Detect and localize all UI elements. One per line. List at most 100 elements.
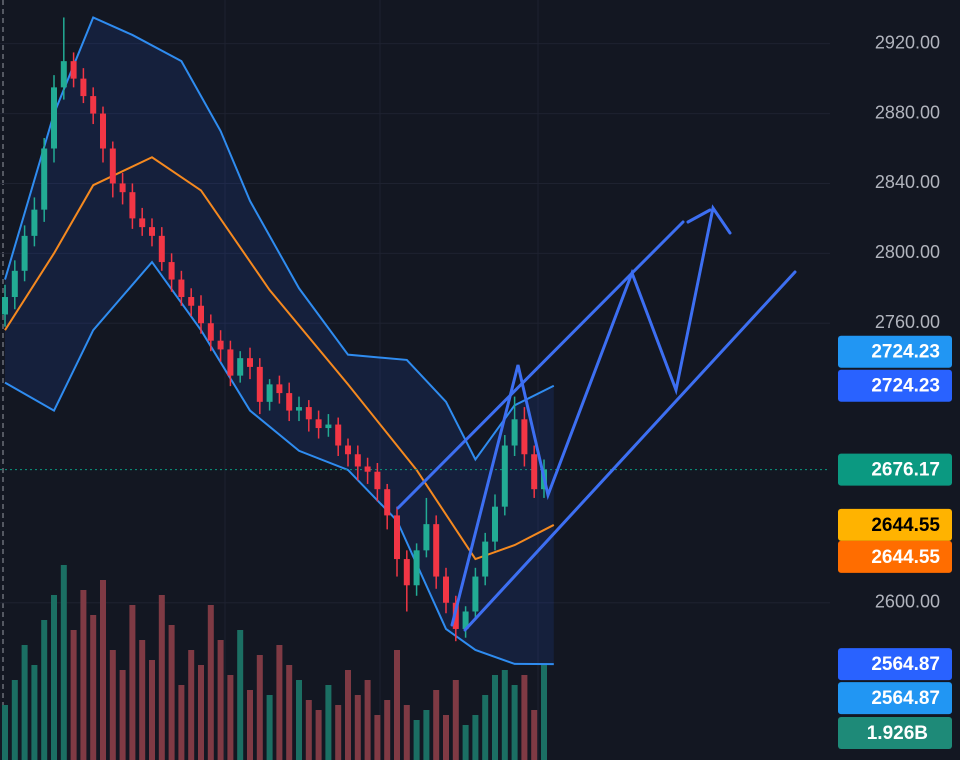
candle-body [276, 384, 283, 394]
y-tick-label: 2920.00 [875, 32, 940, 52]
volume-bar [198, 665, 204, 760]
candle-body [492, 506, 498, 542]
volume-bar [433, 690, 440, 760]
candle-body [482, 541, 489, 577]
band-fill [5, 17, 554, 665]
candle-body [266, 384, 273, 402]
volume-bar [335, 705, 342, 760]
volume-bar [11, 680, 18, 760]
volume-bar [168, 625, 175, 760]
price-badge [838, 540, 952, 573]
volume-bar [541, 663, 547, 760]
candle-body [80, 78, 87, 97]
y-tick-label: 2800.00 [875, 242, 940, 262]
candle-body [413, 550, 420, 586]
candle-body [100, 113, 106, 149]
candle-body [51, 87, 57, 149]
volume-bar [100, 580, 106, 760]
volume-bar [237, 630, 244, 760]
candle-body [247, 358, 253, 367]
volume-bar [325, 685, 332, 760]
y-tick-label: 2880.00 [875, 102, 940, 122]
volume-bar [384, 700, 391, 760]
volume-bar [443, 715, 449, 760]
candle-body [158, 235, 165, 263]
candle-body [374, 471, 381, 490]
volume-bar [227, 675, 234, 760]
volume-bar [315, 710, 322, 760]
volume-bar [521, 675, 528, 760]
volume-bar [266, 695, 273, 760]
volume-bar [247, 690, 253, 760]
candle-body [501, 445, 508, 507]
volume-bar [158, 595, 165, 760]
volume-bar [207, 605, 214, 760]
price-badge [838, 682, 952, 715]
volume-bar [482, 695, 489, 760]
candle-body [227, 349, 234, 376]
candle-layer [2, 17, 547, 642]
candle-body [2, 297, 8, 315]
volume-bar [51, 595, 57, 760]
candle-body [207, 323, 214, 341]
candle-body [60, 61, 67, 88]
price-badge-text: 2564.87 [871, 688, 940, 709]
volume-bar [492, 675, 498, 760]
candle-body [364, 466, 371, 472]
vertical-grid [224, 0, 539, 760]
volume-bar [139, 640, 146, 760]
line-layer [0, 16, 830, 666]
volume-bar [364, 680, 371, 760]
y-tick-label: 2600.00 [875, 592, 940, 612]
candle-body [335, 424, 342, 446]
volume-bar [119, 670, 126, 760]
volume-bar [2, 705, 8, 760]
price-badge-text: 2644.55 [871, 515, 940, 536]
volume-bar [462, 725, 469, 760]
axis-layer: 2600.00 2760.00 2800.00 2840.00 2880.00 2920.… [838, 32, 952, 749]
candle-body [188, 297, 195, 306]
volume-bar [70, 630, 77, 760]
candle-body [168, 262, 175, 280]
price-badge [838, 508, 952, 541]
candle-body [21, 235, 28, 271]
volume-bar [21, 645, 28, 760]
price-badge-text: 2564.87 [871, 654, 940, 675]
zigzag-tip [686, 208, 712, 224]
price-badge [838, 453, 952, 486]
volume-bar [60, 565, 67, 760]
zigzag-path [450, 204, 732, 627]
volume-bar [276, 645, 283, 760]
volume-bar [345, 670, 351, 760]
volume-badge [838, 717, 952, 749]
volume-bar [80, 590, 87, 760]
candle-body [109, 148, 116, 184]
candle-body [531, 454, 538, 490]
volume-bar [394, 650, 400, 760]
candle-body [423, 524, 430, 551]
volume-bar [129, 605, 136, 760]
candle-body [119, 183, 126, 193]
volume-bar [501, 670, 508, 760]
drawings [396, 204, 797, 632]
price-badge-text: 2724.23 [871, 342, 940, 363]
volume-bar [217, 640, 224, 760]
channel-upper [396, 220, 685, 510]
candle-body [256, 366, 263, 402]
price-badge-text: 2644.55 [871, 547, 940, 568]
candle-body [462, 611, 469, 629]
candle-body [70, 61, 77, 79]
candle-body [325, 424, 332, 429]
volume-bar [90, 615, 97, 760]
candle-body [139, 218, 146, 228]
band-line [4, 156, 555, 561]
volume-badge-text: 1.926B [867, 723, 928, 744]
candle-body [90, 96, 97, 114]
candle-body [41, 148, 48, 210]
candle-body [315, 419, 322, 429]
channel-lower [463, 270, 797, 632]
candle-body [354, 454, 361, 467]
y-tick-label: 2840.00 [875, 172, 940, 192]
candle-body [198, 305, 204, 324]
